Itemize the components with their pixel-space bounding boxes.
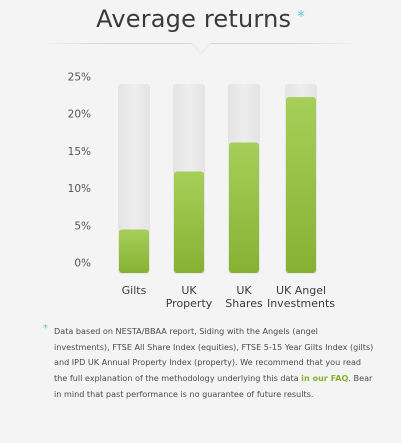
y-tick-label: 20%	[68, 109, 91, 121]
methodology-footnote: Data based on NESTA/BBAA report, Siding …	[54, 324, 374, 403]
x-category-label: Investments	[267, 297, 335, 310]
y-axis-ticks: 0% 5% 10% 15% 20% 25%	[68, 72, 91, 270]
bar-track	[118, 84, 150, 274]
x-category-label: Property	[166, 297, 213, 310]
y-tick-label: 5%	[74, 220, 91, 232]
x-category-label: UK	[236, 284, 252, 297]
y-tick-label: 25%	[68, 72, 91, 84]
y-tick-label: 15%	[68, 146, 91, 158]
chart-title-text: Average returns	[96, 5, 292, 33]
x-category-label: Shares	[225, 297, 263, 310]
bar-gilts	[119, 229, 149, 273]
bar-uk-angel-investments	[286, 97, 316, 273]
footnote-marker: *	[43, 323, 48, 334]
bar-series	[118, 84, 317, 274]
chart-header: Average returns *	[0, 0, 401, 54]
x-category-label: UK	[181, 284, 197, 297]
bar-uk-shares	[229, 142, 259, 273]
divider-pointer	[192, 43, 210, 53]
x-category-label: UK Angel	[276, 284, 326, 297]
chart-title: Average returns *	[0, 5, 401, 33]
returns-bar-chart: 0%5%10%15%20%25% Gilts UKPropertyUKShares…	[68, 72, 336, 311]
bar-uk-property	[174, 171, 204, 273]
title-footnote-marker: *	[297, 7, 305, 25]
y-tick-label: 10%	[68, 183, 91, 195]
x-category-label: Gilts	[122, 284, 147, 297]
footnote-text-before: Data based on NESTA/BBAA report, Siding …	[54, 326, 374, 384]
y-tick-label: 0%	[74, 258, 91, 270]
footnote-text-after: . Bear in mind that past performance is …	[54, 373, 373, 399]
faq-link[interactable]: in our FAQ	[301, 373, 349, 384]
